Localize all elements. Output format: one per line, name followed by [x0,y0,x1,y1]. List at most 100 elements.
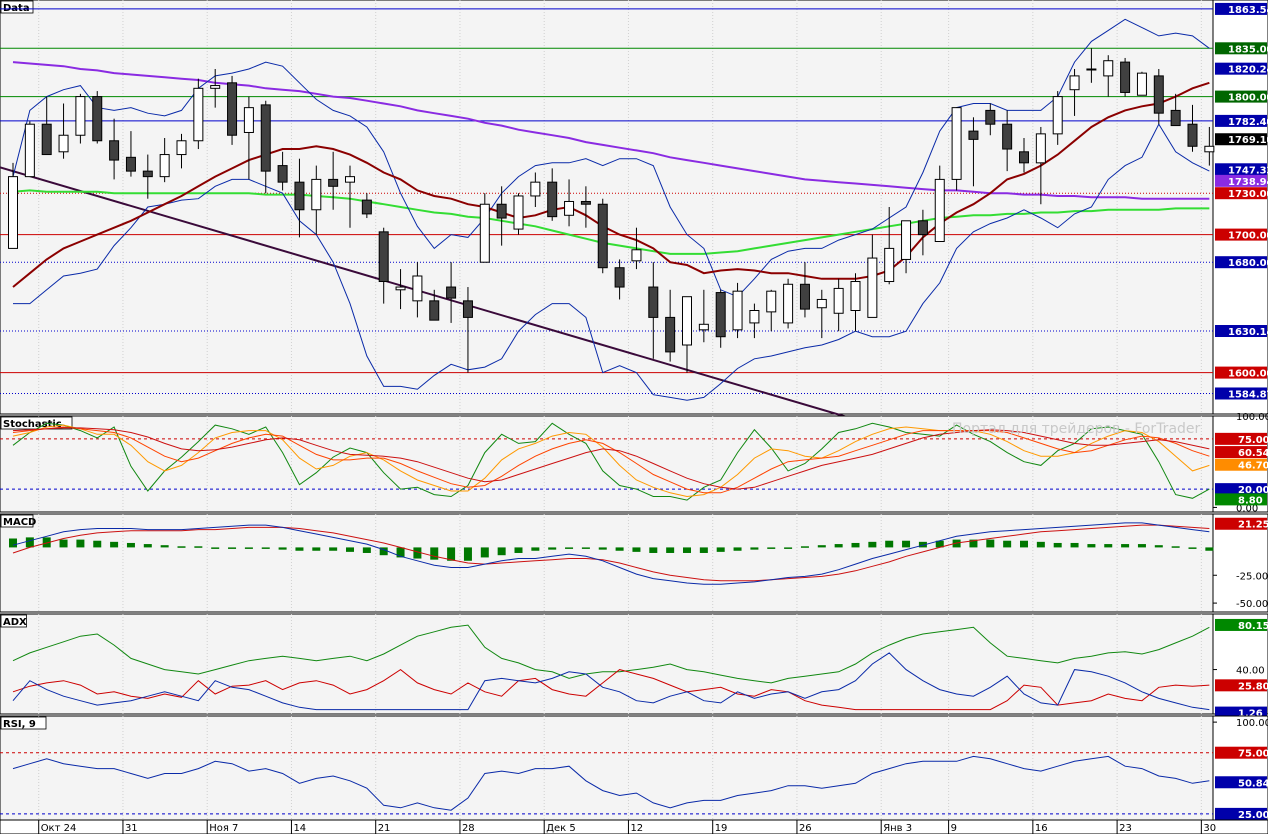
candle[interactable] [648,262,659,359]
candle[interactable] [294,158,305,238]
candle-body [462,300,473,318]
candle[interactable] [1069,69,1080,116]
candle[interactable] [833,278,844,332]
candle[interactable] [193,78,204,150]
value-tag-label: 80.15 [1238,621,1268,632]
candle[interactable] [378,227,389,304]
candle[interactable] [783,278,794,329]
candle[interactable] [1052,91,1063,145]
candle[interactable] [766,289,777,332]
candle[interactable] [176,133,187,169]
candle[interactable] [816,289,827,339]
candle[interactable] [799,262,810,318]
candle[interactable] [446,262,457,323]
candle[interactable] [1019,138,1029,173]
date-tick-label: Дек 5 [546,823,576,834]
sma-fast-line [12,81,1210,288]
candle[interactable] [530,172,541,208]
candle[interactable] [850,273,861,332]
candle[interactable] [867,234,878,318]
candle[interactable] [462,287,473,373]
candle[interactable] [1086,48,1097,83]
candle[interactable] [345,165,355,228]
candle[interactable] [1035,126,1046,205]
candle[interactable] [698,289,709,343]
price-tag: 1782.40 [1215,114,1268,128]
candle[interactable] [260,100,271,194]
macd-bar [1003,540,1012,548]
candle[interactable] [243,96,254,180]
value-tag-label: 60.54 [1238,448,1268,459]
panel-title-text: MACD [3,517,36,528]
candle[interactable] [311,165,322,235]
price-tag-box [1215,114,1267,127]
macd-bar [396,547,405,558]
macd-bar [430,547,439,560]
candle[interactable] [682,296,692,373]
value-tag-label: 75.00 [1238,749,1268,760]
stochastic-line-1 [12,422,1210,501]
candle[interactable] [395,269,406,310]
candle[interactable] [125,131,136,177]
candle[interactable] [1136,71,1147,96]
candle[interactable] [901,220,912,274]
macd-bar [1087,544,1096,548]
candle[interactable] [580,186,591,228]
candle[interactable] [75,93,86,144]
candle[interactable] [479,193,490,263]
macd-bar [598,547,607,550]
candle[interactable] [547,168,558,221]
candle[interactable] [917,209,928,256]
candle[interactable] [58,103,69,159]
price-tag-box [1215,228,1267,241]
candle[interactable] [1204,126,1215,166]
macd-bar [1053,542,1062,548]
panel-title-text: RSI, 9 [3,719,36,730]
candle[interactable] [749,303,760,339]
candle[interactable] [884,207,895,285]
candle[interactable] [1187,104,1198,152]
candle[interactable] [277,151,288,191]
candle[interactable] [715,289,726,348]
candle[interactable] [614,259,625,300]
candle[interactable] [1120,57,1131,97]
candle[interactable] [968,117,979,187]
candle-body [1103,60,1114,77]
candle[interactable] [109,118,120,180]
candle[interactable] [597,198,608,274]
candle[interactable] [934,165,945,242]
macd-bar [1020,540,1028,548]
candle[interactable] [1153,69,1164,125]
candle[interactable] [328,151,339,210]
candle[interactable] [665,289,676,362]
candle[interactable] [412,262,423,318]
trend-line[interactable] [0,166,982,458]
panel-rsi-background [0,715,1214,821]
date-tick-label: 28 [462,823,475,834]
candle[interactable] [429,289,440,321]
candle[interactable] [227,75,238,145]
candle[interactable] [631,227,642,270]
candle-body [361,199,372,215]
candle[interactable] [496,186,507,246]
candle[interactable] [1103,55,1114,97]
macd-bar [885,540,894,548]
macd-bar [868,541,877,548]
candle[interactable] [564,179,575,227]
candle[interactable] [951,107,962,191]
candle[interactable] [1170,93,1181,127]
price-tag: 1600.00 [1215,366,1268,380]
candle[interactable] [732,282,743,339]
candle[interactable] [41,96,52,156]
candle[interactable] [92,91,103,144]
candle[interactable] [210,69,221,108]
candle[interactable] [1002,110,1013,172]
candle[interactable] [985,103,996,136]
candle[interactable] [361,193,372,219]
candle[interactable] [159,138,170,183]
candle[interactable] [142,154,153,199]
candle[interactable] [513,193,524,235]
candle[interactable] [24,121,35,178]
candle[interactable] [8,162,18,249]
